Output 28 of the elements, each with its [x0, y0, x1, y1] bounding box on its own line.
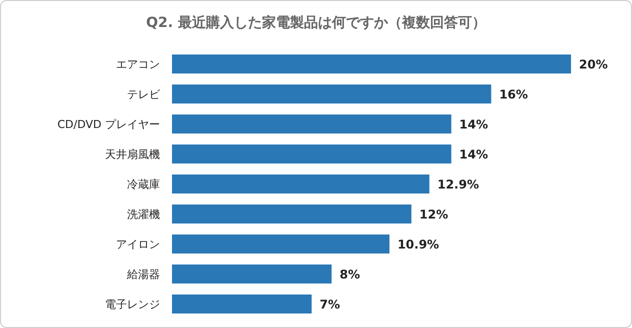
data-label: 10.9%	[397, 238, 440, 252]
data-label: 16%	[499, 88, 528, 102]
bar	[172, 174, 430, 194]
bar	[172, 114, 452, 134]
y-tick-label: 冷蔵庫	[127, 178, 160, 191]
bar	[172, 204, 412, 224]
data-label: 14%	[459, 148, 488, 162]
y-tick-label: CD/DVD プレイヤー	[57, 118, 160, 131]
chart-title: Q2. 最近購入した家電製品は何ですか（複数回答可）	[146, 14, 486, 31]
bar	[172, 84, 492, 104]
bar	[172, 294, 312, 314]
data-label: 12.9%	[437, 178, 479, 192]
y-tick-label: 給湯器	[126, 268, 160, 281]
y-tick-label: アイロン	[116, 238, 160, 251]
y-tick-label: 電子レンジ	[105, 298, 160, 311]
data-label: 7%	[320, 298, 340, 312]
data-label: 14%	[459, 118, 488, 132]
y-tick-label: 洗濯機	[127, 208, 160, 221]
data-label: 8%	[340, 268, 360, 282]
bar	[172, 264, 332, 284]
bar	[172, 144, 452, 164]
y-tick-label: エアコン	[116, 58, 160, 71]
bar	[172, 234, 390, 254]
y-tick-label: 天井扇風機	[105, 148, 160, 161]
y-tick-label: テレビ	[127, 88, 161, 101]
bar	[172, 54, 571, 74]
data-label: 20%	[579, 58, 608, 72]
data-label: 12%	[419, 208, 448, 222]
